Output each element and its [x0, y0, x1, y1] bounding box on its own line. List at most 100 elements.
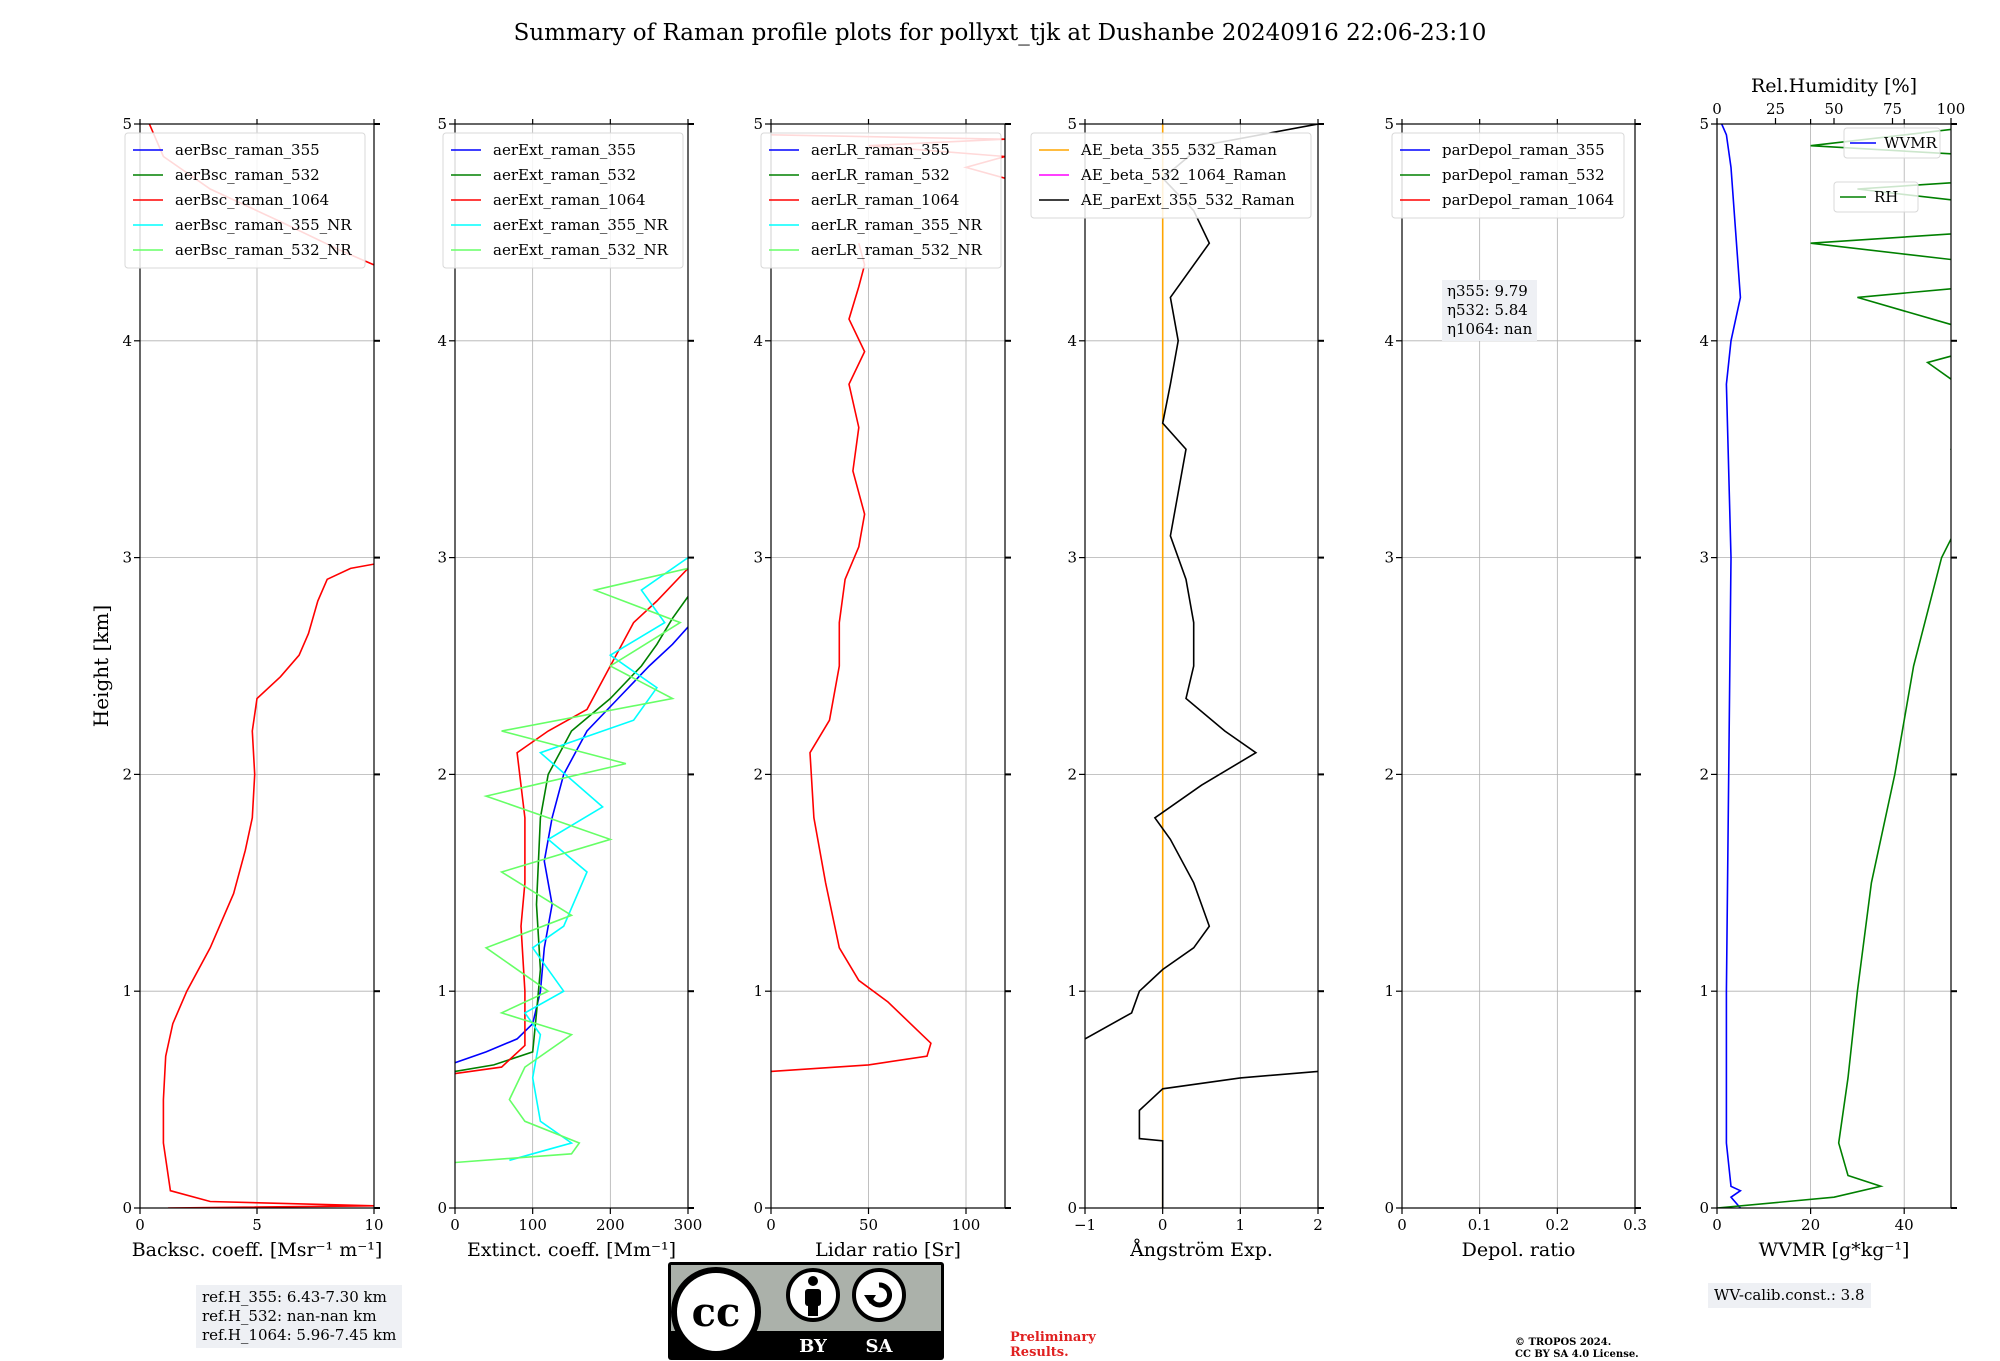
attribution-person-icon: [786, 1268, 840, 1322]
x-tick-label: 5: [252, 1216, 262, 1234]
series-line-aerext-raman-355-nr: [509, 556, 688, 1162]
y-tick-label: 4: [1699, 332, 1709, 350]
y-tick-label: 2: [437, 765, 447, 783]
sa-label: SA: [866, 1336, 894, 1357]
legend-label: RH: [1874, 188, 1898, 206]
x-tick-label: 20: [1801, 1216, 1820, 1234]
ref-height-532: ref.H_532: nan-nan km: [202, 1307, 377, 1325]
legend-label: aerBsc_raman_532_NR: [175, 241, 352, 259]
legend-label: parDepol_raman_355: [1442, 141, 1605, 159]
eta-box: η355: 9.79 η532: 5.84 η1064: nan: [1442, 280, 1538, 341]
y-tick-label: 4: [122, 332, 132, 350]
axes-frame: [1084, 123, 1319, 1209]
series-lines: [455, 556, 688, 1164]
y-tick-label: 5: [1384, 115, 1394, 133]
legend-label: AE_beta_355_532_Raman: [1080, 141, 1277, 159]
y-tick-label: 5: [122, 115, 132, 133]
y-tick-label: 0: [753, 1199, 763, 1217]
x-tick-label: 40: [1895, 1216, 1914, 1234]
y-tick-label: 2: [1699, 765, 1709, 783]
y-tick-label: 3: [1384, 549, 1394, 567]
x-tick-label: 0.2: [1545, 1216, 1569, 1234]
legend-label: aerLR_raman_355: [811, 141, 950, 159]
x-axis-label: Depol. ratio: [1462, 1239, 1576, 1261]
legend-label: aerExt_raman_355: [493, 141, 636, 159]
x2-tick-label: 25: [1766, 100, 1785, 118]
y-tick-label: 4: [1384, 332, 1394, 350]
legend-label: aerExt_raman_532_NR: [493, 241, 669, 259]
legend-label: AE_beta_532_1064_Raman: [1080, 166, 1287, 184]
copyright-line-2: CC BY SA 4.0 License.: [1515, 1349, 1639, 1360]
y-tick-label: 5: [1699, 115, 1709, 133]
y-tick-label: 4: [1067, 332, 1077, 350]
y-tick-label: 1: [122, 982, 132, 1000]
y-axis-label: Height [km]: [89, 605, 113, 727]
x-tick-label: 50: [859, 1216, 878, 1234]
x-tick-label: 0: [1158, 1216, 1168, 1234]
x2-tick-label: 75: [1883, 100, 1902, 118]
series-line-aerext-raman-1064: [455, 567, 688, 1075]
by-label: BY: [799, 1336, 828, 1357]
x-axis-label: WVMR [g*kg⁻¹]: [1759, 1239, 1910, 1261]
legend-label: aerExt_raman_1064: [493, 191, 646, 209]
x-tick-label: 100: [518, 1216, 547, 1234]
legend-label: aerLR_raman_532_NR: [811, 241, 982, 259]
legend-label: aerExt_raman_355_NR: [493, 216, 669, 234]
x-tick-label: 0: [450, 1216, 460, 1234]
x-tick-label: 0.3: [1623, 1216, 1647, 1234]
series-lines: [1085, 124, 1318, 1208]
axes-frame: [1401, 123, 1636, 1209]
legend: aerBsc_raman_355 aerBsc_raman_532 aerBsc_r…: [124, 132, 366, 269]
eta-532: η532: 5.84: [1447, 301, 1528, 319]
y-tick-label: 3: [753, 549, 763, 567]
y-tick-label: 2: [122, 765, 132, 783]
legend-label: aerLR_raman_532: [811, 166, 950, 184]
x-tick-label: 0: [1712, 1216, 1722, 1234]
y-tick-label: 0: [1067, 1199, 1077, 1217]
x-axis-label: Lidar ratio [Sr]: [815, 1239, 961, 1261]
y-tick-label: 2: [1384, 765, 1394, 783]
water_vapor-panel: 0 20 40 0 1 2 3 4 5 WVMR [g*kg⁻¹] 0 25 50 75 100 Rel.Hu…: [1699, 75, 1966, 1261]
legend-label: aerLR_raman_355_NR: [811, 216, 982, 234]
cc-by-sa-license-badge: cc BY SA: [668, 1262, 944, 1360]
legend-label: aerLR_raman_1064: [811, 191, 959, 209]
wv-calib-box: WV-calib.const.: 3.8: [1708, 1283, 1871, 1308]
legend-label: aerBsc_raman_1064: [175, 191, 329, 209]
legend-label: parDepol_raman_1064: [1442, 191, 1614, 209]
series-line-ae-parext-355-532-raman: [1138, 1070, 1318, 1208]
ref-height-1064: ref.H_1064: 5.96-7.45 km: [202, 1326, 397, 1344]
axes-frame: [1716, 123, 1952, 1209]
legend: AE_beta_355_532_Raman AE_beta_532_1064_Ra…: [1030, 132, 1312, 219]
y-tick-label: 4: [753, 332, 763, 350]
copyright-line-1: © TROPOS 2024.: [1515, 1337, 1612, 1348]
x-tick-label: 2: [1313, 1216, 1323, 1234]
series-line-aerext-raman-532-nr: [455, 567, 688, 1164]
x-tick-label: 100: [952, 1216, 981, 1234]
y-tick-label: 1: [1384, 982, 1394, 1000]
extinction-panel: 0 100 200 300 0 1 2 3 4 5 Extinct. coeff. [Mm⁻¹] ae…: [437, 115, 702, 1261]
y-tick-label: 2: [1067, 765, 1077, 783]
x-axis-label: Backsc. coeff. [Msr⁻¹ m⁻¹]: [132, 1239, 383, 1261]
y-tick-label: 1: [437, 982, 447, 1000]
series-line-aerext-raman-532: [455, 596, 688, 1073]
y-tick-label: 0: [1384, 1199, 1394, 1217]
share-alike-icon: [852, 1268, 906, 1322]
cc-logo-text: cc: [692, 1289, 741, 1336]
y-tick-label: 0: [1699, 1199, 1709, 1217]
series-lines: [148, 124, 374, 1208]
axes-frame: [454, 123, 689, 1209]
legend-box: [760, 132, 1002, 269]
y-tick-label: 5: [753, 115, 763, 133]
y-tick-label: 0: [437, 1199, 447, 1217]
y-tick-label: 1: [1699, 982, 1709, 1000]
x2-tick-label: 100: [1937, 100, 1966, 118]
x-tick-label: 0: [766, 1216, 776, 1234]
reference-height-box: ref.H_355: 6.43-7.30 km ref.H_532: nan-n…: [196, 1285, 403, 1348]
x2-tick-label: 0: [1712, 100, 1722, 118]
ref-height-355: ref.H_355: 6.43-7.30 km: [202, 1288, 387, 1306]
axes-frame: [770, 123, 1006, 1209]
x2-tick-label: 50: [1824, 100, 1843, 118]
x-tick-label: 0: [135, 1216, 145, 1234]
